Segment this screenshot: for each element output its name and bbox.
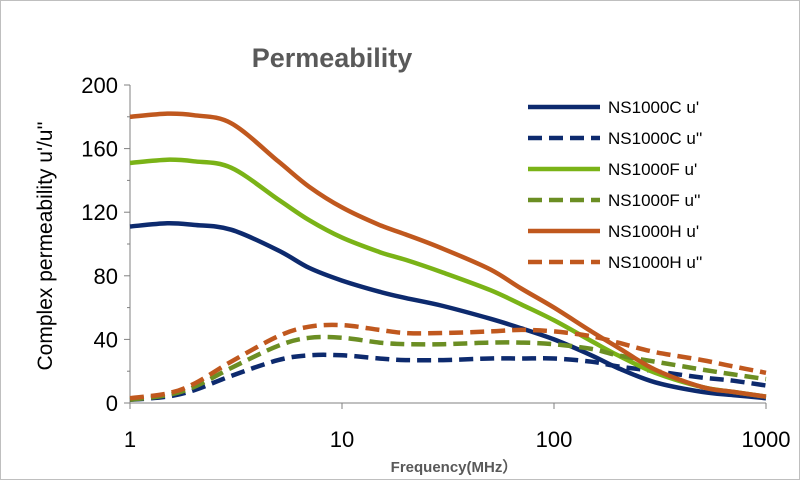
chart-title: Permeability <box>252 43 413 73</box>
y-tick-label: 80 <box>94 264 118 289</box>
legend: NS1000C u' NS1000C u'' NS1000F u' NS1000F u… <box>528 98 702 272</box>
legend-entry-6: NS1000H u'' <box>608 253 702 272</box>
x-tick-label: 10 <box>330 427 354 452</box>
legend-entry-1: NS1000C u' <box>608 98 699 117</box>
x-tick-label: 1 <box>124 427 136 452</box>
plot-area: 0 40 80 120 160 200 1 10 100 1000 <box>81 73 790 452</box>
y-tick-label: 160 <box>81 137 118 162</box>
y-axis-label: Complex permeability u'/u'' <box>34 122 57 371</box>
legend-entry-3: NS1000F u' <box>608 160 697 179</box>
series-line-6 <box>129 322 767 401</box>
legend-entry-5: NS1000H u' <box>608 222 699 241</box>
y-tick-label: 120 <box>81 200 118 225</box>
x-tick-label: 100 <box>536 427 573 452</box>
y-tick-label: 40 <box>94 327 118 352</box>
legend-entry-4: NS1000F u'' <box>608 191 701 210</box>
series-line-5 <box>129 111 767 399</box>
legend-entry-2: NS1000C u'' <box>608 129 702 148</box>
y-tick-label: 200 <box>81 73 118 98</box>
x-tick-label: 1000 <box>742 427 791 452</box>
y-tick-label: 0 <box>106 391 118 416</box>
series-line-4 <box>129 334 767 403</box>
x-axis-label: Frequency(MHz） <box>391 458 518 476</box>
series-line-3 <box>129 157 767 399</box>
series-line-1 <box>129 221 767 401</box>
